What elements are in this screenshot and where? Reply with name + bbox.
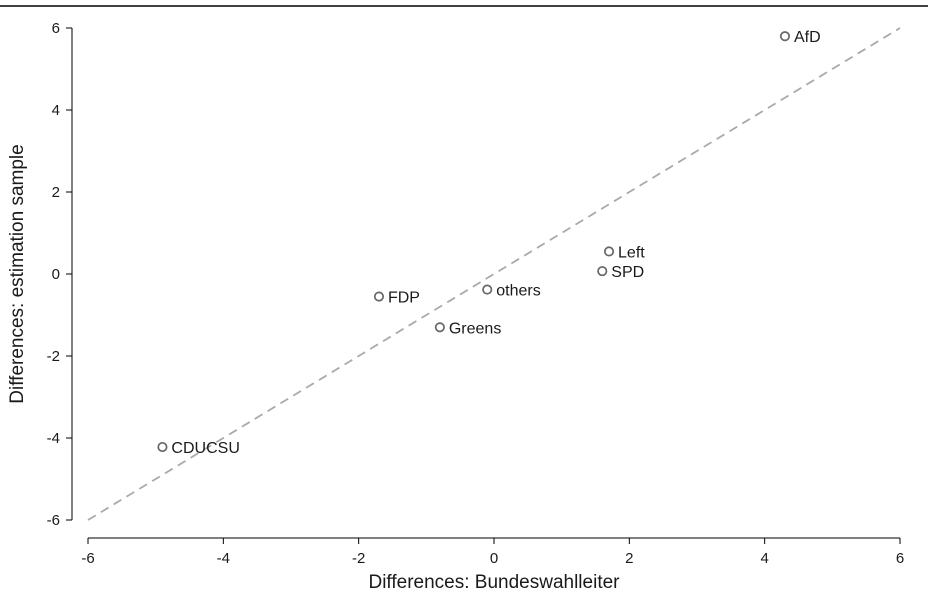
x-axis-title: Differences: Bundeswahlleiter [368,572,620,593]
y-tick-label: -2 [47,348,60,365]
reference-line [87,27,901,521]
data-point [157,441,168,453]
data-point [434,322,445,333]
y-tick-label: -6 [47,512,60,529]
data-point-label: CDUCSU [171,440,239,457]
y-tick-label: -4 [47,430,60,447]
data-point [373,291,385,302]
data-point-label: Greens [449,320,501,337]
data-point-label: others [496,283,540,300]
y-tick-label: 2 [52,184,60,201]
data-point [603,246,615,257]
y-tick-label: 6 [52,20,60,37]
x-tick-label: 2 [625,550,633,567]
x-tick-label: 4 [760,550,768,567]
axes: -6 -4 -2 0 2 4 6 -6 -4 -2 0 2 4 6 [47,20,905,567]
data-point-label: AfD [794,29,821,46]
data-point [482,284,493,295]
data-point-label: Left [618,244,645,261]
x-tick-label: -4 [217,550,230,567]
data-point-label: FDP [388,290,420,307]
data-points: AfD Left SPD others FDP Greens CDUCSU [157,29,821,457]
x-tick-label: -6 [81,550,94,567]
data-point [597,266,608,277]
y-axis-title: Differences: estimation sample [7,144,28,403]
data-point [779,31,791,42]
y-tick-label: 4 [52,102,60,119]
data-point-label: SPD [611,264,644,281]
reference-line-layer [87,27,901,521]
x-tick-label: 0 [490,550,498,567]
x-tick-label: 6 [896,550,904,567]
y-tick-label: 0 [52,266,60,283]
x-tick-label: -2 [352,550,365,567]
